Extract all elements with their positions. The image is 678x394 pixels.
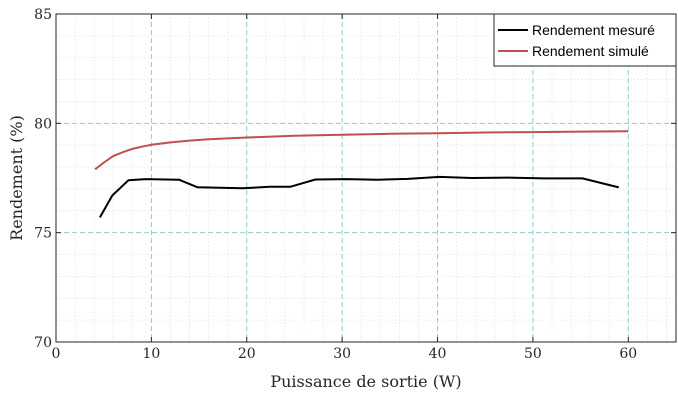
series-line-measured [99, 175, 620, 218]
x-tick-label: 50 [524, 346, 542, 362]
minor-grid [56, 14, 676, 342]
plot-frame [55, 13, 677, 343]
legend-label-simulated: Rendement simulé [532, 43, 649, 59]
legend-box [493, 13, 677, 67]
x-tick-label: 10 [142, 346, 160, 362]
legend-label-measured: Rendement mesuré [532, 22, 655, 38]
x-tick-labels: 0 10 20 30 40 50 60 [52, 346, 638, 362]
x-tick-label: 60 [619, 346, 637, 362]
y-axis-title: Rendement (%) [7, 115, 26, 241]
y-tick-label: 70 [34, 335, 52, 351]
x-tick-label: 20 [238, 346, 256, 362]
series-layer [94, 130, 629, 218]
x-tick-label: 40 [429, 346, 447, 362]
y-tick-label: 75 [34, 226, 52, 242]
x-tick-label: 0 [52, 346, 61, 362]
y-tick-label: 80 [34, 116, 52, 132]
x-axis-title: Puissance de sortie (W) [270, 372, 461, 391]
legend: Rendement mesuré Rendement simulé [493, 13, 677, 67]
x-tick-label: 30 [333, 346, 351, 362]
series-line-simulated [94, 130, 629, 171]
y-tick-label: 85 [34, 7, 52, 23]
y-tick-labels: 70 75 80 85 [34, 7, 52, 351]
